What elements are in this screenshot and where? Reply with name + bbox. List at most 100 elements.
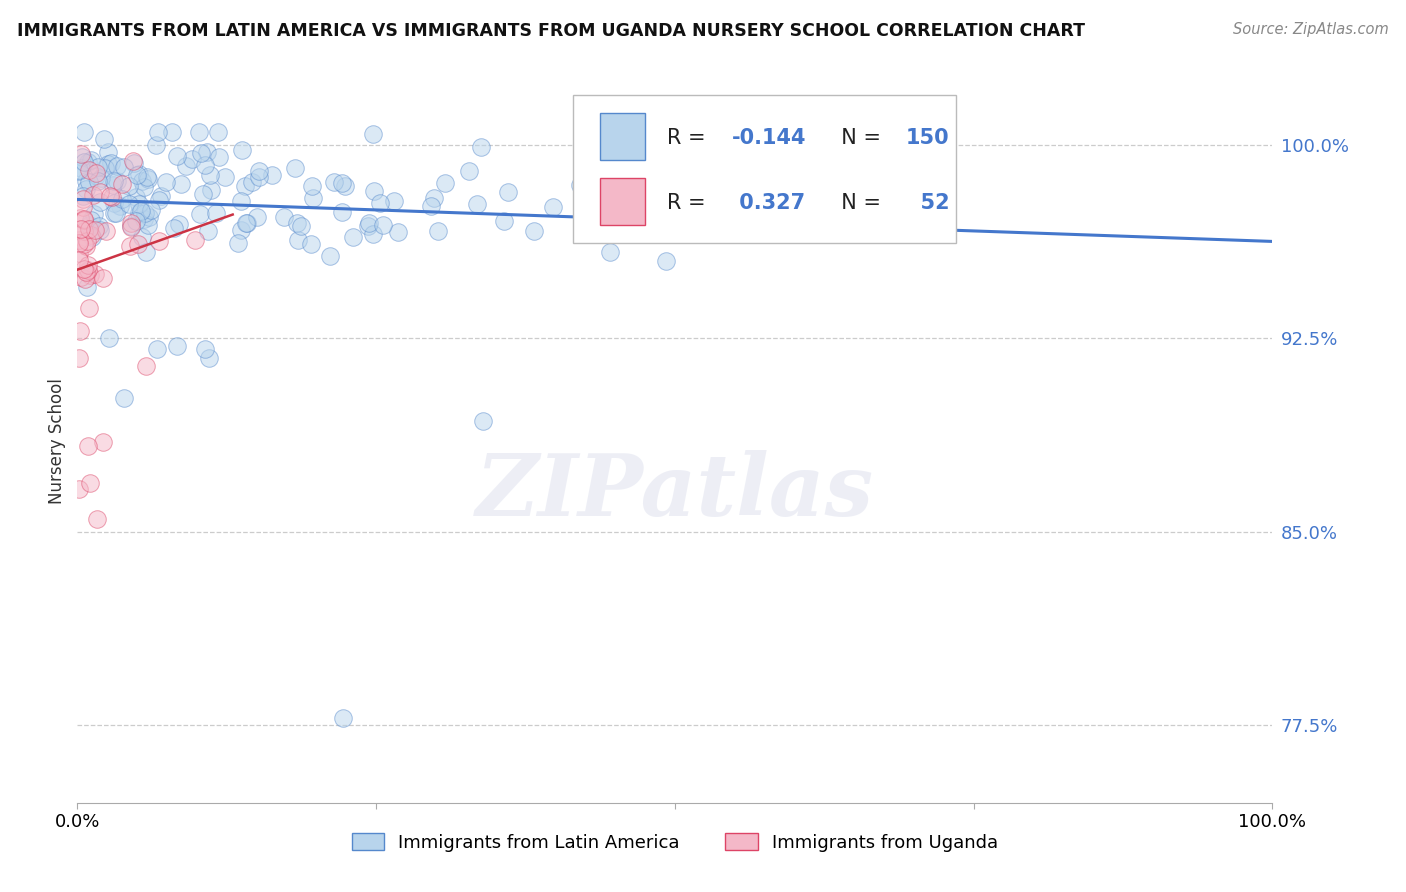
Point (97, 157, 120, 171)
Point (73, 212, 96, 227)
Point (543, 200, 565, 214)
Point (100, 156, 122, 170)
Point (523, 224, 546, 238)
Point (247, 170, 270, 185)
Point (118, 196, 141, 211)
Text: R =: R = (666, 128, 711, 148)
Point (302, 191, 325, 205)
Point (89, 194, 111, 209)
Point (70, 146, 93, 161)
Point (72, 189, 94, 203)
Point (67, 482, 90, 496)
Point (70, 161, 93, 175)
Point (191, 186, 214, 201)
Point (579, 149, 602, 163)
Point (141, 202, 163, 217)
Point (122, 156, 145, 170)
Point (290, 219, 312, 233)
Text: 52: 52 (905, 193, 949, 213)
Point (150, 189, 173, 203)
Point (419, 199, 441, 213)
Point (131, 204, 153, 219)
FancyBboxPatch shape (599, 178, 645, 225)
Point (105, 206, 128, 220)
Point (226, 236, 249, 251)
Point (89, 223, 111, 237)
Point (330, 176, 353, 190)
Point (76, 280, 98, 294)
Point (75, 182, 97, 196)
Point (67, 246, 90, 260)
Y-axis label: Nursery School: Nursery School (48, 378, 66, 505)
Point (145, 137, 167, 152)
Point (73, 261, 96, 276)
Text: N =: N = (828, 128, 887, 148)
Point (120, 219, 142, 234)
Point (599, 245, 621, 260)
Point (105, 159, 128, 173)
Point (120, 239, 142, 253)
Point (371, 218, 394, 232)
Point (73, 213, 96, 227)
Point (654, 254, 676, 268)
Point (359, 216, 381, 230)
Point (89, 219, 111, 233)
Point (112, 391, 135, 405)
Point (470, 139, 492, 153)
Point (87, 160, 110, 174)
Point (93, 132, 115, 146)
Point (120, 216, 142, 230)
Point (136, 169, 159, 184)
Point (387, 225, 409, 239)
Point (122, 154, 145, 169)
Point (240, 176, 263, 190)
Point (246, 210, 269, 224)
Point (231, 144, 253, 158)
Point (426, 224, 449, 238)
Point (194, 158, 217, 172)
Point (465, 196, 488, 211)
Point (194, 343, 217, 357)
Point (692, 179, 714, 194)
Point (80, 213, 103, 227)
Point (361, 127, 384, 141)
Point (77, 301, 100, 316)
Point (69, 324, 91, 338)
Point (229, 223, 252, 237)
Point (208, 150, 231, 164)
Point (105, 174, 128, 188)
Point (76, 234, 98, 248)
Point (135, 359, 157, 373)
Point (77, 163, 100, 178)
Point (127, 236, 149, 251)
Text: 150: 150 (905, 128, 949, 148)
Point (136, 218, 159, 232)
Point (170, 177, 193, 191)
Point (190, 145, 212, 160)
Point (301, 179, 323, 194)
Point (67, 351, 90, 365)
Point (79, 476, 101, 491)
Point (205, 206, 228, 220)
Point (111, 177, 134, 191)
Point (73, 272, 96, 286)
Point (89, 185, 111, 199)
Point (342, 230, 364, 244)
Point (134, 206, 156, 220)
Point (299, 237, 322, 252)
Point (103, 178, 125, 192)
Point (136, 172, 159, 186)
Point (671, 192, 693, 206)
Point (160, 125, 183, 139)
Point (235, 216, 257, 230)
Point (103, 206, 125, 220)
Point (200, 183, 222, 197)
Point (125, 190, 148, 204)
Point (79, 218, 101, 232)
Point (108, 199, 131, 213)
Point (72, 236, 94, 251)
Point (77, 175, 100, 189)
Point (148, 125, 170, 139)
Point (333, 179, 356, 194)
Point (361, 227, 384, 241)
